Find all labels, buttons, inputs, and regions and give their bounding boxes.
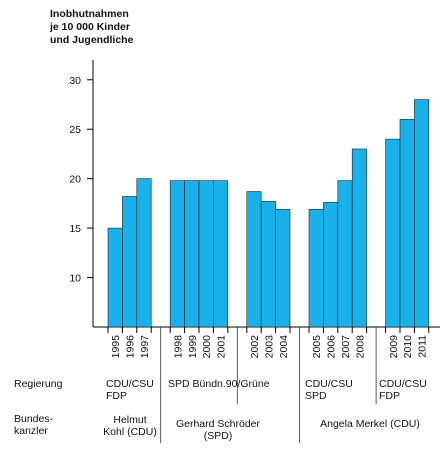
x-tick-label-2002: 2002: [249, 335, 261, 359]
x-tick-label-2003: 2003: [263, 335, 275, 359]
x-tick-label-2008: 2008: [354, 335, 366, 359]
y-tick-label-20: 20: [69, 174, 81, 186]
bar-2011: [414, 99, 430, 328]
y-tick-label-30: 30: [69, 75, 81, 87]
x-tick-label-2010: 2010: [402, 335, 414, 359]
bar-2005: [308, 209, 324, 328]
y-axis-title-line-2: je 10 000 Kinder: [50, 21, 130, 33]
government-label-2: SPD Bündn.90/Grüne: [168, 378, 270, 390]
government-label-4: CDU/CSU FDP: [379, 378, 427, 402]
government-label-1: CDU/CSU FDP: [106, 378, 154, 402]
bar-2004: [275, 209, 291, 328]
bar-1998: [169, 180, 185, 328]
x-tick-label-2009: 2009: [388, 335, 400, 359]
kanzler-label: Bundes- kanzler: [14, 413, 53, 437]
bar-2000: [198, 180, 214, 328]
y-tick-label-15: 15: [69, 223, 81, 235]
bar-2008: [351, 148, 367, 328]
bar-1999: [184, 180, 200, 328]
x-tick-label-2011: 2011: [417, 335, 429, 358]
x-tick-label-1996: 1996: [125, 335, 137, 359]
y-tick-label-10: 10: [69, 273, 81, 285]
x-tick-label-2000: 2000: [201, 335, 213, 359]
x-tick-label-2005: 2005: [311, 335, 323, 359]
bar-2007: [337, 180, 353, 328]
bar-1996: [122, 196, 138, 328]
bar-2009: [385, 138, 401, 328]
kanzler-label-line-1: Bundes-: [14, 413, 54, 425]
x-tick-label-1999: 1999: [187, 335, 199, 359]
government-label-3: CDU/CSU SPD: [305, 378, 353, 402]
y-axis-title: Inobhutnahmen je 10 000 Kinder und Jugen…: [50, 8, 133, 47]
bar-2001: [213, 180, 229, 328]
chancellor-label-1: Helmut Kohl (CDU): [103, 414, 157, 438]
y-axis-title-line-3: und Jugendliche: [50, 34, 134, 46]
x-tick-label-2004: 2004: [278, 335, 290, 359]
x-tick-label-2006: 2006: [326, 335, 338, 359]
bar-2003: [260, 201, 276, 328]
bar-2010: [399, 119, 415, 328]
chancellor-label-3: Angela Merkel (CDU): [320, 418, 420, 430]
x-tick-label-1997: 1997: [139, 335, 151, 359]
x-tick-label-2001: 2001: [216, 335, 228, 359]
x-tick-label-1995: 1995: [110, 335, 122, 359]
bar-1995: [107, 227, 123, 328]
bar-2006: [323, 202, 339, 328]
x-tick-label-2007: 2007: [340, 335, 352, 359]
bar-1997: [136, 178, 152, 328]
kanzler-label-line-2: kanzler: [14, 425, 48, 437]
regierung-label: Regierung: [14, 378, 63, 390]
chancellor-label-2: Gerhard Schröder (SPD): [175, 418, 261, 442]
y-tick-label-25: 25: [69, 124, 81, 136]
x-tick-label-1998: 1998: [172, 335, 184, 359]
y-axis-title-line-1: Inobhutnahmen: [50, 8, 129, 20]
bar-2002: [246, 191, 262, 328]
